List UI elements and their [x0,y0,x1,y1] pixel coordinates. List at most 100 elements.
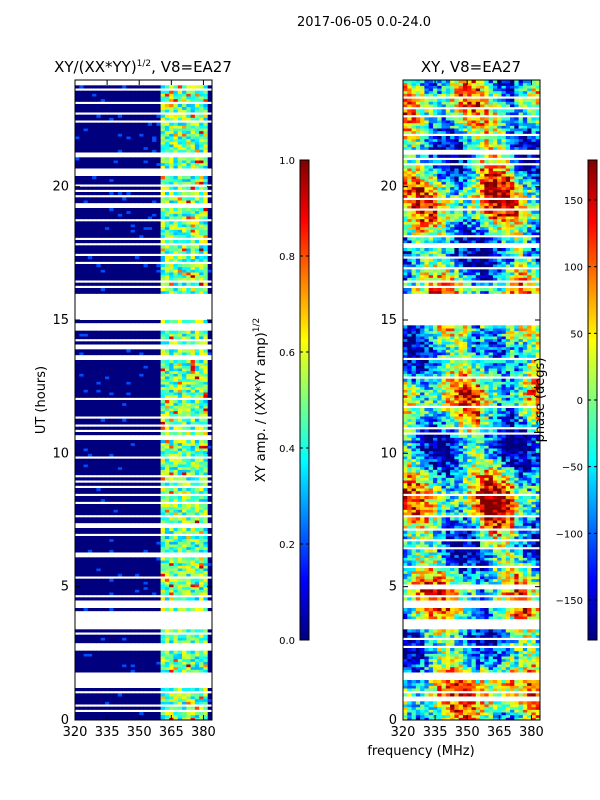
heatmap-cell [134,146,140,150]
heatmap-cell [79,226,85,230]
heatmap-cell [199,658,204,662]
heatmap-cell [100,394,106,398]
heatmap-cell [173,272,179,276]
heatmap-cell [203,669,209,673]
heatmap-cell [173,589,179,593]
heatmap-cell [104,250,110,254]
heatmap-cell [113,394,119,398]
heatmap-cell [169,560,174,564]
heatmap-cell [156,229,162,233]
heatmap-cell [169,165,174,169]
heatmap-cell [92,490,97,494]
heatmap-cell [139,392,144,396]
heatmap-cell [113,442,119,446]
heatmap-cell [134,178,140,182]
heatmap-cell [199,586,204,590]
heatmap-cell [139,560,144,564]
heatmap-cell [152,162,157,166]
heatmap-cell [134,258,140,262]
heatmap-cell [186,597,192,601]
heatmap-cell [92,93,97,97]
heatmap-cell [143,696,149,700]
heatmap-cell [182,597,187,601]
heatmap-cell [194,442,200,446]
heatmap-cell [177,453,183,457]
heatmap-cell [79,106,85,110]
heatmap-cell [190,165,196,169]
heatmap-cell [139,578,144,582]
heatmap-cell [156,656,162,660]
heatmap-cell [83,664,89,668]
heatmap-cell [126,266,132,270]
heatmap-cell [134,149,140,153]
heatmap-cell [186,274,192,278]
heatmap-cell [122,701,127,705]
heatmap-cell [130,570,136,574]
heatmap-cell [75,144,80,148]
heatmap-cell [164,445,170,449]
heatmap-cell [104,461,110,465]
heatmap-cell [160,496,166,500]
heatmap-cell [160,146,166,150]
heatmap-cell [130,176,136,180]
heatmap-cell [173,402,179,406]
heatmap-cell [113,122,119,126]
heatmap-cell [92,584,97,588]
heatmap-cell [177,333,183,337]
heatmap-cell [126,410,132,414]
heatmap-cell [92,413,97,417]
heatmap-cell [173,608,179,612]
heatmap-cell [117,144,123,148]
heatmap-cell [113,573,119,577]
heatmap-cell [96,125,102,129]
heatmap-cell [117,440,123,444]
heatmap-cell [182,418,187,422]
heatmap-cell [100,221,106,225]
heatmap-cell [160,341,166,345]
heatmap-cell [207,506,212,510]
heatmap-cell [199,320,204,324]
heatmap-cell [190,210,196,214]
heatmap-cell [113,450,119,454]
heatmap-cell [164,688,170,692]
heatmap-cell [134,229,140,233]
heatmap-cell [203,232,209,236]
heatmap-cell [117,504,123,508]
heatmap-cell [199,640,204,644]
heatmap-cell [190,373,196,377]
heatmap-cell [169,698,174,702]
heatmap-cell [83,90,89,94]
heatmap-cell [143,650,149,654]
heatmap-cell [92,565,97,569]
heatmap-cell [182,546,187,550]
heatmap-cell [169,378,174,382]
heatmap-cell [79,362,85,366]
heatmap-cell [152,546,157,550]
heatmap-cell [199,117,204,121]
heatmap-cell [113,536,119,540]
heatmap-cell [160,464,166,468]
heatmap-cell [100,341,106,345]
heatmap-cell [203,264,209,268]
heatmap-cell [199,213,204,217]
heatmap-cell [177,282,183,286]
heatmap-cell [96,186,102,190]
heatmap-cell [194,496,200,500]
heatmap-cell [104,264,110,268]
heatmap-cell [156,528,162,532]
heatmap-cell [83,448,89,452]
heatmap-cell [113,549,119,553]
heatmap-cell [147,341,153,345]
heatmap-cell [130,330,136,334]
heatmap-cell [143,349,149,353]
heatmap-cell [160,336,166,340]
heatmap-cell [96,589,102,593]
heatmap-cell [109,392,115,396]
heatmap-cell [122,546,127,550]
heatmap-cell [117,570,123,574]
heatmap-cell [96,405,102,409]
heatmap-cell [156,186,162,190]
heatmap-cell [160,541,166,545]
heatmap-cell [177,245,183,249]
heatmap-cell [79,469,85,473]
